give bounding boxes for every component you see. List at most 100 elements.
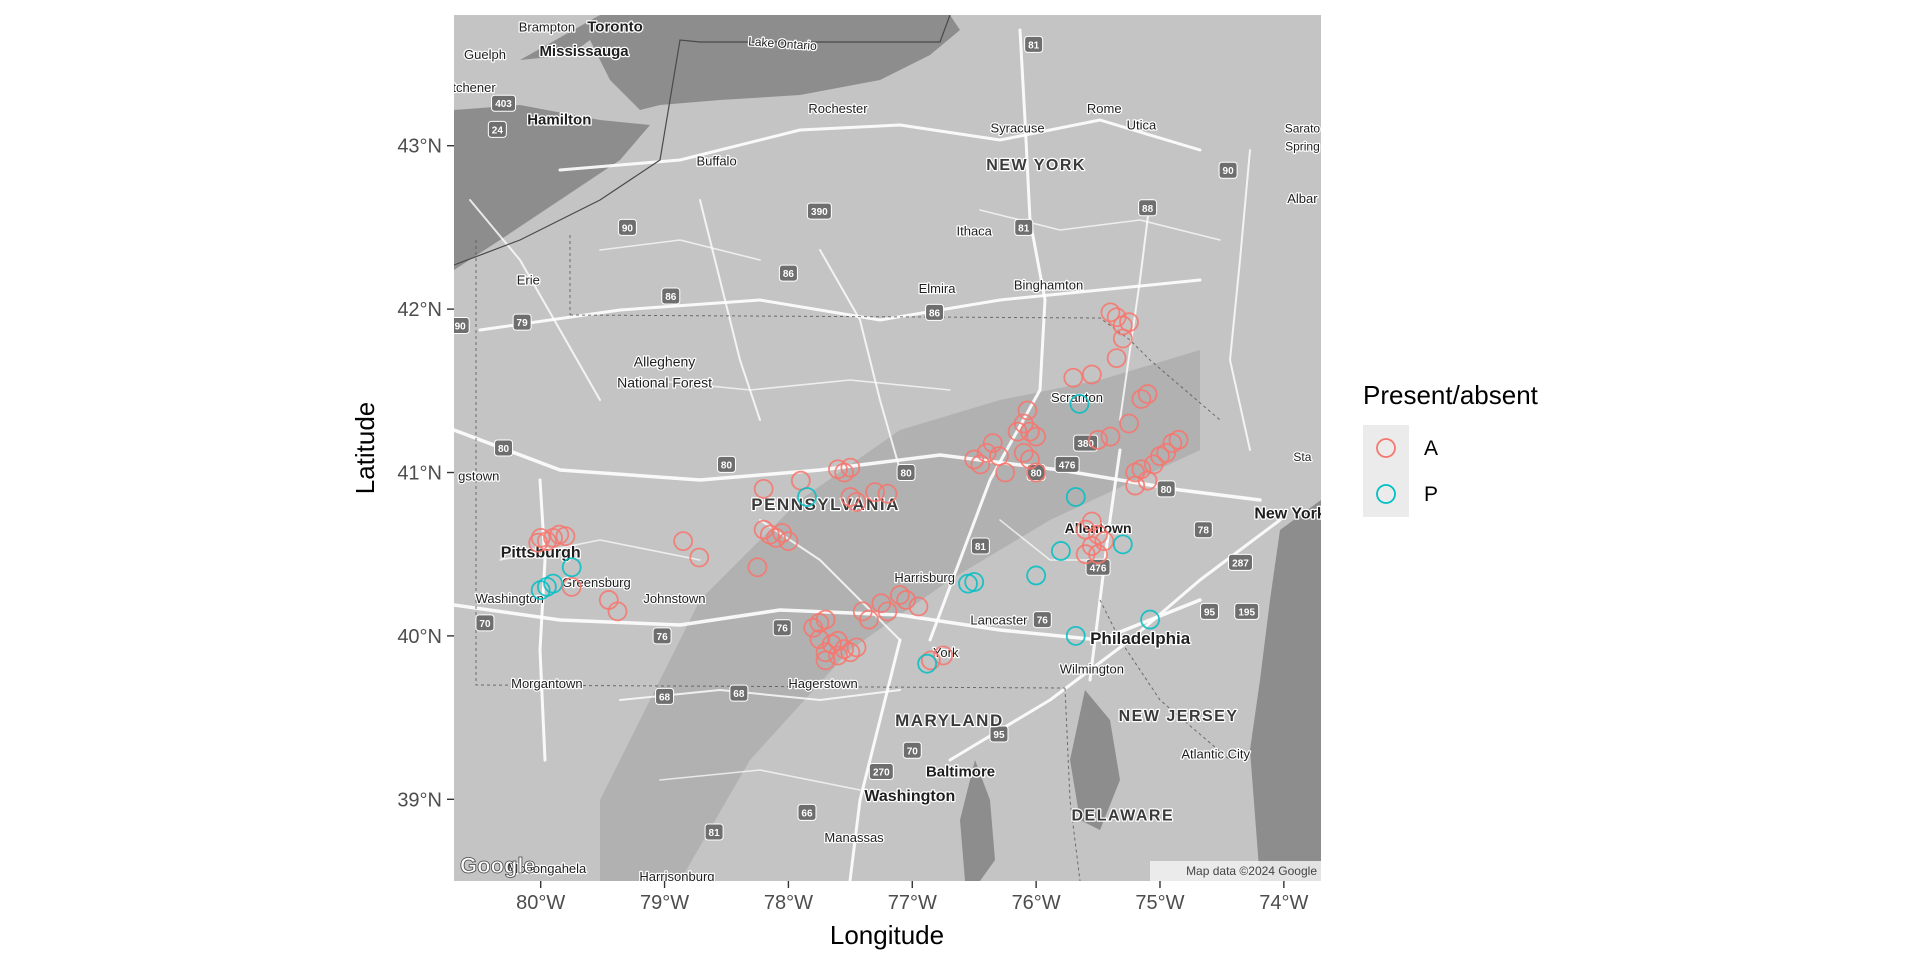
point-P [797,487,817,507]
x-tick-label: 74°W [1259,892,1308,914]
point-A [877,601,898,622]
place-label: Harrisburg [894,570,955,585]
highway-shield [925,303,945,321]
point-A [673,531,694,552]
place-label: Greensburg [562,575,631,590]
highway-shield-number: 86 [929,308,941,319]
highway-shield-number: 70 [479,619,491,630]
point-A [1063,367,1084,388]
point-A [995,462,1016,483]
highway-shield-number: 88 [1142,204,1154,215]
legend-label-P: P [1424,483,1438,506]
point-P [561,557,582,578]
highway-shield-number: 81 [975,542,987,553]
place-label: Buffalo [696,153,736,168]
point-A [896,590,916,610]
point-A [689,547,710,568]
place-label: Morgantown [511,676,583,691]
point-A [561,576,582,597]
point-A [1088,524,1108,545]
highway-shield-number: 76 [1037,616,1049,627]
highway-shield [454,316,470,334]
highway-shield-number: 76 [777,624,789,635]
place-label: Binghamton [1014,278,1083,293]
point-A [834,462,855,483]
highway-shield [1054,455,1080,473]
y-tick-label: 43°N [397,136,442,158]
x-tick-label: 78°W [764,892,813,914]
point-A [976,443,997,463]
highway-shield-number: 81 [709,828,721,839]
highway-shield [661,287,681,305]
place-label: Sta [1293,450,1311,464]
point-A [908,596,929,617]
point-A [877,483,898,504]
point-A [1094,531,1115,552]
highway-shield-number: 86 [665,292,677,303]
point-A [1020,421,1040,442]
point-A [840,487,861,507]
legend-label-A: A [1424,437,1438,460]
highway-shield [896,464,916,482]
highway-shield [475,614,495,632]
x-tick-label: 76°W [1012,892,1061,914]
point-A [1106,348,1127,369]
place-label: gstown [458,469,499,484]
point-A [920,650,941,671]
legend-key-P [1376,484,1396,504]
point-A [1026,462,1047,483]
place-label: DELAWARE [1071,808,1174,825]
attribution-box [1150,861,1321,881]
point-A [889,585,910,605]
highway-shield [1138,199,1158,217]
delaware-bay [1070,690,1120,830]
place-label: Harrisonburg [639,869,714,884]
place-label: Washington [476,591,544,606]
point-A [840,642,861,663]
highway-shield [655,687,675,705]
place-label: Toronto [587,18,643,35]
place-label: Syracuse [990,121,1044,136]
point-A [933,645,954,666]
x-tick-label: 75°W [1135,892,1184,914]
point-A [1131,389,1152,409]
highway-shield [797,803,817,821]
highway-shield-number: 80 [721,460,733,471]
place-label: itchener [449,80,496,95]
point-A [766,527,786,548]
y-axis: 39°N 40°N 41°N 42°N 43°N [397,136,454,811]
point-A [865,482,886,503]
point-A [970,454,991,475]
highway-shield [487,120,507,138]
point-P [1140,609,1160,630]
highway-shield-number: 68 [659,692,671,703]
highway-shield-number: 68 [733,689,745,700]
point-A [778,531,799,552]
point-P [1065,487,1086,507]
y-tick-label: 39°N [397,789,442,811]
point-P [1026,565,1047,586]
highway-shield [868,763,894,781]
place-label: Baltimore [926,763,995,780]
highway-shield-number: 195 [1238,607,1255,618]
highway-shield-number: 81 [1028,40,1040,51]
highway-shield-number: 80 [1031,469,1043,480]
highway-shield [806,202,832,220]
point-A [815,609,836,630]
place-label: Guelph [464,47,506,62]
state-boundaries [475,235,1231,881]
point-A [607,601,628,622]
highway-shield-number: 80 [901,469,913,480]
point-A [1088,429,1108,450]
highway-shield [1218,161,1238,179]
highway-shield [1193,521,1213,539]
highway-shield-number: 70 [907,746,919,757]
place-label: Albar [1287,191,1318,206]
place-label: Brampton [519,19,575,34]
legend-key-box [1363,425,1409,471]
point-A [964,449,985,470]
place-label: Washington [864,788,955,805]
